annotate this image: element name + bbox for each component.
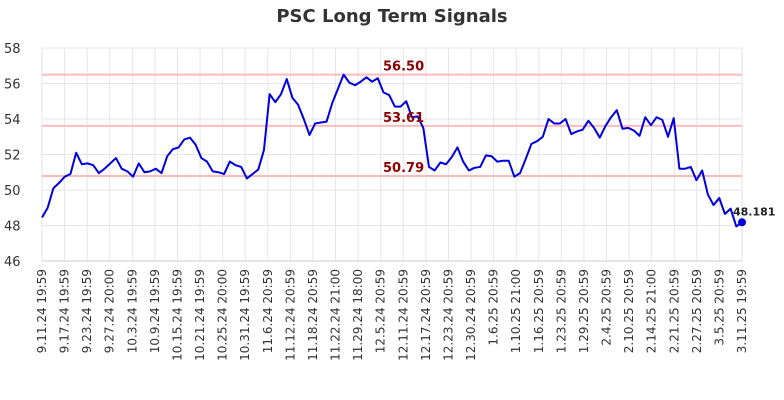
grid-layer: [41, 47, 743, 262]
x-tick-label: 12.5.24 20:59: [374, 269, 388, 353]
price-series-line: [41, 73, 743, 228]
x-tick-label: 2.27.25 20:59: [690, 269, 704, 353]
x-tick-label: 1.23.25 20:59: [554, 269, 568, 353]
x-tick-label: 11.12.24 20:59: [283, 269, 297, 361]
x-tick-label: 10.9.24 19:59: [148, 269, 162, 353]
signal-line-label: 53.61: [383, 111, 424, 126]
x-tick-label: 2.21.25 20:59: [667, 269, 681, 353]
x-tick-label: 10.25.24 20:00: [216, 269, 230, 361]
x-tick-label: 12.23.24 20:59: [441, 269, 455, 361]
y-tick-label: 56: [4, 78, 21, 93]
x-tick-label: 1.29.25 20:59: [577, 269, 591, 353]
x-tick-label: 2.14.25 21:00: [645, 269, 659, 353]
x-tick-label: 10.31.24 19:59: [238, 269, 252, 361]
x-tick-label: 1.6.25 20:59: [487, 269, 501, 346]
y-tick-label: 54: [4, 113, 21, 128]
y-tick-label: 58: [4, 42, 21, 57]
chart-title: PSC Long Term Signals: [276, 6, 508, 27]
signal-line-label: 56.50: [383, 60, 424, 75]
x-tick-label: 10.15.24 19:59: [170, 269, 184, 361]
x-tick-label: 12.11.24 20:59: [396, 269, 410, 361]
y-tick-label: 52: [4, 149, 21, 164]
x-tick-label: 11.22.24 21:00: [329, 269, 343, 361]
signal-line-label: 50.79: [383, 161, 424, 176]
x-tick-label: 11.6.24 20:59: [261, 269, 275, 353]
x-tick-label: 3.5.25 20:59: [712, 269, 726, 346]
x-tick-label: 9.23.24 19:59: [80, 269, 94, 353]
x-tick-label: 9.11.24 19:59: [35, 269, 49, 353]
x-tick-label: 2.4.25 20:59: [600, 269, 614, 346]
x-tick-label: 12.30.24 20:59: [464, 269, 478, 361]
last-value-point: [738, 218, 746, 227]
x-tick-label: 10.21.24 19:59: [193, 269, 207, 361]
y-tick-label: 46: [4, 255, 21, 270]
y-tick-label: 48: [4, 220, 21, 235]
series-layer: [41, 73, 746, 228]
last-value-label: 48.181: [733, 205, 775, 218]
x-tick-label: 11.18.24 20:59: [306, 269, 320, 361]
x-tick-label: 11.29.24 18:00: [351, 269, 365, 361]
x-tick-label: 9.27.24 20:00: [103, 269, 117, 353]
x-tick-label: 2.10.25 20:59: [622, 269, 636, 353]
resistance-lines-layer: [42, 73, 742, 177]
x-tick-label: 9.17.24 19:59: [58, 269, 72, 353]
x-tick-label: 3.11.25 19:59: [735, 269, 749, 353]
y-tick-label: 50: [4, 184, 21, 199]
x-tick-label: 1.10.25 21:00: [509, 269, 523, 353]
x-tick-label: 12.17.24 20:59: [419, 269, 433, 361]
x-tick-label: 10.3.24 19:59: [125, 269, 139, 353]
x-tick-label: 1.16.25 20:59: [532, 269, 546, 353]
labels-layer: 46 48 50 52 54 56 58 9.11.24 19:59 9.17.24 19:59…: [4, 42, 775, 361]
